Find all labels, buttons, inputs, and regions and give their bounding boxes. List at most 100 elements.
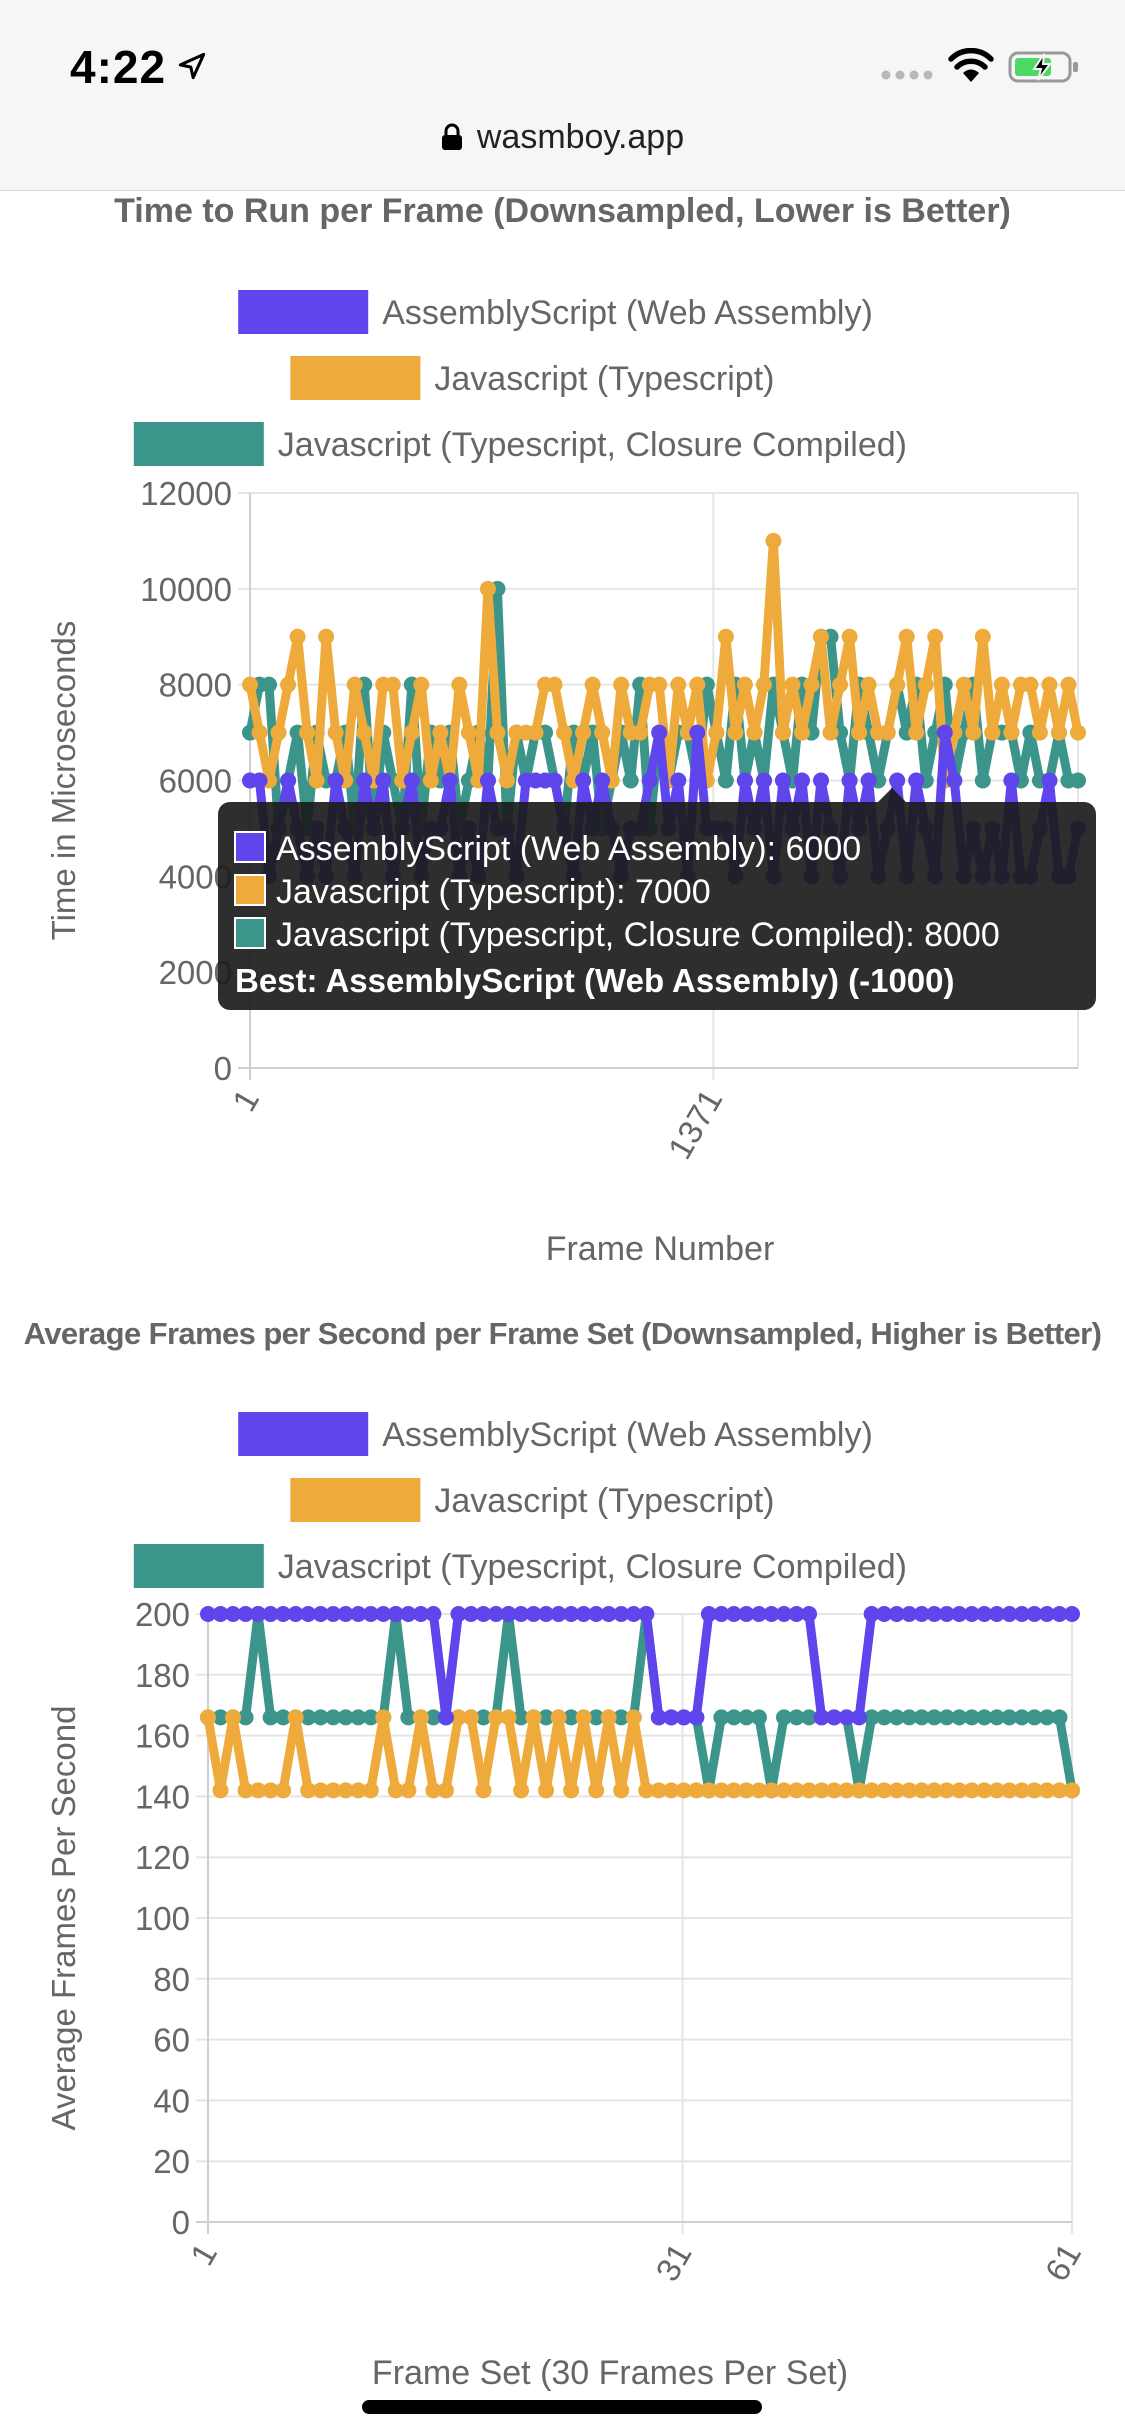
data-point <box>525 1709 542 1726</box>
data-point <box>688 1709 705 1726</box>
data-point <box>801 1709 818 1726</box>
data-point <box>689 676 706 693</box>
data-point <box>763 1782 780 1799</box>
data-point <box>801 1782 818 1799</box>
data-point <box>926 1709 943 1726</box>
data-point <box>794 724 810 741</box>
y-tick-label: 10000 <box>140 571 232 608</box>
series-line <box>203 1712 1077 1795</box>
data-point <box>1038 1782 1055 1799</box>
data-point <box>755 676 772 693</box>
data-point <box>670 772 687 789</box>
data-point <box>600 1606 617 1622</box>
data-point <box>513 1606 530 1622</box>
data-point <box>913 1782 930 1799</box>
data-point <box>951 1606 968 1622</box>
legend-label: Javascript (Typescript, Closure Compiled… <box>278 426 907 464</box>
data-point <box>788 1709 805 1726</box>
data-point <box>563 1606 580 1622</box>
data-point <box>261 676 278 693</box>
data-point <box>1001 1709 1018 1726</box>
battery-charging-icon <box>1008 51 1078 83</box>
fps-per-frame-set-chart[interactable]: Average Frames per Second per Frame Set … <box>0 1300 1125 2400</box>
data-point <box>588 1606 605 1622</box>
data-point <box>400 1782 417 1799</box>
data-point <box>750 1709 767 1726</box>
y-tick-label: 140 <box>135 1778 190 1815</box>
data-point <box>822 724 839 741</box>
data-point <box>788 1606 805 1622</box>
data-point <box>838 1709 855 1726</box>
data-point <box>725 1606 742 1622</box>
data-point <box>384 676 401 693</box>
data-point <box>325 1606 342 1622</box>
data-point <box>422 772 439 789</box>
data-point <box>413 676 430 693</box>
cellular-signal-icon <box>881 70 933 80</box>
data-point <box>901 1782 918 1799</box>
data-point <box>588 1782 605 1799</box>
data-point <box>826 1709 843 1726</box>
data-point <box>225 1606 242 1622</box>
data-point <box>425 1606 442 1622</box>
data-point <box>350 1709 367 1726</box>
data-point <box>841 628 858 645</box>
data-point <box>713 1709 730 1726</box>
data-point <box>250 1606 267 1622</box>
legend-swatch <box>290 1478 421 1522</box>
lock-icon <box>441 123 462 150</box>
chart-canvas[interactable]: AssemblyScript (Web Assembly) Javascript … <box>0 190 1125 1290</box>
data-point <box>901 1709 918 1726</box>
chart-tooltip: AssemblyScript (Web Assembly): 6000 Javas… <box>218 788 1096 1010</box>
data-point <box>594 724 611 741</box>
data-point <box>200 1606 216 1622</box>
data-point <box>237 1782 254 1799</box>
data-point <box>738 1606 755 1622</box>
data-point <box>863 1606 880 1622</box>
data-point <box>863 1709 880 1726</box>
data-point <box>708 724 725 741</box>
data-point <box>765 532 782 549</box>
data-point <box>841 772 858 789</box>
data-point <box>926 1606 943 1622</box>
tooltip-swatch <box>234 917 266 949</box>
data-point <box>688 1782 705 1799</box>
x-tick-label: 61 <box>1038 2237 1088 2287</box>
data-point <box>901 1606 918 1622</box>
address-bar[interactable]: wasmboy.app <box>0 118 1125 157</box>
data-point <box>237 1709 254 1726</box>
data-point <box>475 1606 492 1622</box>
data-point <box>280 772 297 789</box>
data-point <box>1003 772 1020 789</box>
data-point <box>575 772 592 789</box>
data-point <box>312 1709 329 1726</box>
data-point <box>908 772 925 789</box>
y-tick-label: 120 <box>135 1839 190 1876</box>
data-point <box>1051 1606 1068 1622</box>
y-tick-label: 80 <box>153 1961 190 1998</box>
data-point <box>1001 1606 1018 1622</box>
data-point <box>963 1709 980 1726</box>
data-point <box>876 1606 893 1622</box>
x-tick-label: 31 <box>648 2237 698 2287</box>
data-point <box>289 628 306 645</box>
data-point <box>926 1782 943 1799</box>
data-point <box>670 676 687 693</box>
data-point <box>736 772 753 789</box>
data-point <box>212 1606 229 1622</box>
data-point <box>1001 1782 1018 1799</box>
data-point <box>860 676 877 693</box>
data-point <box>700 1606 717 1622</box>
time-per-frame-chart[interactable]: Time to Run per Frame (Downsampled, Lowe… <box>0 190 1125 1290</box>
data-point <box>242 676 258 693</box>
data-point <box>984 724 1001 741</box>
data-point <box>675 1709 692 1726</box>
legend-label: AssemblyScript (Web Assembly) <box>382 294 873 332</box>
chart-canvas[interactable]: AssemblyScript (Web Assembly) Javascript … <box>0 1300 1125 2400</box>
legend-label: AssemblyScript (Web Assembly) <box>382 1416 873 1454</box>
data-point <box>738 1782 755 1799</box>
data-point <box>851 724 868 741</box>
data-point <box>988 1709 1005 1726</box>
data-point <box>225 1709 242 1726</box>
y-axis-title: Time in Microseconds <box>45 621 82 941</box>
